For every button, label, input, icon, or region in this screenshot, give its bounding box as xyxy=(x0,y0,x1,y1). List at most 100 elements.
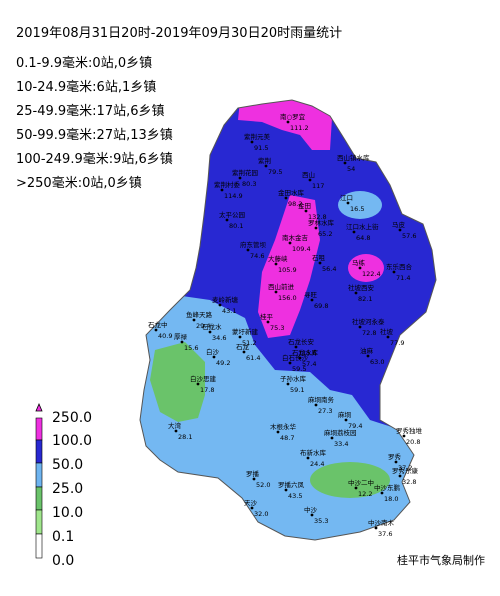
station-name: 桂平 xyxy=(260,312,274,321)
legend-label-250: 250.0 xyxy=(52,410,93,426)
station-value: 63.0 xyxy=(370,358,384,366)
station-value: 32.8 xyxy=(402,478,416,486)
station-dot xyxy=(358,325,362,329)
legend-band-0 xyxy=(35,533,43,559)
station-dot xyxy=(196,382,200,386)
station-dot xyxy=(306,456,310,460)
station-dot xyxy=(352,230,356,234)
station-value: 80.3 xyxy=(242,180,256,188)
station-value: 43.5 xyxy=(288,492,302,500)
station-value: 98.2 xyxy=(288,200,302,208)
station-dot xyxy=(310,513,314,517)
station-marker: 社坡 77.9 xyxy=(380,327,404,347)
station-dot xyxy=(266,320,270,324)
station-name: 社坡河永泰 xyxy=(352,317,385,326)
station-marker: 府东管坝 74.6 xyxy=(240,240,267,260)
station-value: 80.1 xyxy=(229,222,243,230)
station-value: 115.6 xyxy=(298,349,317,357)
station-name: 金田 xyxy=(298,201,311,210)
station-value: 105.9 xyxy=(278,266,297,274)
station-marker: 罗秀乐康 32.8 xyxy=(392,466,419,486)
station-dot xyxy=(218,303,222,307)
station-marker: 木根永华 48.7 xyxy=(270,422,297,442)
station-dot xyxy=(366,354,370,358)
station-dot xyxy=(294,345,298,349)
station-marker: 太平公园 80.1 xyxy=(219,210,245,230)
station-value: 33.4 xyxy=(334,440,348,448)
station-name: 石龙 xyxy=(236,342,250,351)
station-value: 117 xyxy=(312,182,324,190)
station-marker: 社坡河永泰 72.8 xyxy=(352,317,385,337)
station-dot xyxy=(220,188,224,192)
station-dot xyxy=(380,491,384,495)
station-marker: 紫荆元美 91.5 xyxy=(244,132,271,152)
station-marker: 麻垌 79.4 xyxy=(338,410,362,430)
station-marker: 白石长沙 59.5 xyxy=(282,353,309,373)
station-name: 马皮 xyxy=(392,220,406,229)
station-dot xyxy=(288,361,292,365)
station-dot xyxy=(208,330,212,334)
station-name: 白沙 xyxy=(206,347,220,356)
station-dot xyxy=(398,228,402,232)
station-dot xyxy=(250,140,254,144)
station-name: 油麻 xyxy=(360,346,374,355)
station-name: 马练 xyxy=(352,258,366,267)
rain-fields xyxy=(140,100,436,540)
station-dot xyxy=(250,506,254,510)
station-value: 69.8 xyxy=(314,302,328,310)
station-marker: 紫荆 79.5 xyxy=(258,156,282,176)
station-dot xyxy=(354,486,358,490)
legend-bar xyxy=(35,402,43,559)
station-dot xyxy=(402,434,406,438)
field-10-25-zhongsha xyxy=(310,462,390,498)
station-value: 79.4 xyxy=(348,422,362,430)
station-name: 江口 xyxy=(340,194,353,202)
station-marker: 西山前进 156.0 xyxy=(268,282,297,302)
station-dot xyxy=(284,488,288,492)
station-value: 71.4 xyxy=(396,274,410,282)
station-name: 紫荆花园 xyxy=(232,168,258,177)
station-name: 江口水上街 xyxy=(346,222,379,231)
station-marker: 石龙中 40.9 xyxy=(148,320,172,340)
station-dot xyxy=(392,270,396,274)
station-value: 37.6 xyxy=(378,530,392,538)
station-value: 12.2 xyxy=(358,490,372,498)
station-value: 16.5 xyxy=(350,205,364,213)
station-marker: 石龙长安 115.6 xyxy=(288,337,317,357)
station-name: 社坡西安 xyxy=(348,283,375,292)
map-credit: 桂平市气象局制作 xyxy=(397,554,485,567)
station-name: 紫荆村委 xyxy=(214,180,241,189)
station-dot xyxy=(225,218,229,222)
station-value: 34.6 xyxy=(212,334,226,342)
station-dot xyxy=(298,356,302,360)
station-marker: 罗播 52.0 xyxy=(246,469,270,489)
station-dot xyxy=(286,382,290,386)
station-marker: 罗林水库 65.2 xyxy=(308,218,335,238)
station-marker: 麻垌荔枝园 33.4 xyxy=(324,428,357,448)
station-name: 麻垌荔枝园 xyxy=(324,428,357,437)
station-marker: 桂平 75.3 xyxy=(260,312,284,332)
station-name: 中沙二中 xyxy=(348,478,374,487)
station-dot xyxy=(346,201,350,205)
station-marker: 罗秀独堆 20.8 xyxy=(396,426,423,446)
station-dot xyxy=(274,290,278,294)
station-dot xyxy=(212,355,216,359)
station-dot xyxy=(238,176,242,180)
station-name: 府东管坝 xyxy=(240,240,267,249)
station-name: 白石长沙 xyxy=(282,353,309,362)
station-dot xyxy=(314,226,318,230)
station-dot xyxy=(374,526,378,530)
station-value: 57.6 xyxy=(402,232,416,240)
station-marker: 金田水库 98.2 xyxy=(278,188,305,208)
station-value: 114.9 xyxy=(224,192,243,200)
station-name: 罗秀乐康 xyxy=(392,466,419,475)
station-dot xyxy=(314,403,318,407)
station-marker: 江口水上街 64.8 xyxy=(346,222,379,242)
station-dot xyxy=(344,418,348,422)
station-marker: 社坡西安 82.1 xyxy=(348,283,375,303)
station-marker: 蒙圩新建 51.2 xyxy=(232,327,259,347)
stat-line-6: >250毫米:0站,0乡镇 xyxy=(16,176,142,191)
legend-label-10: 10.0 xyxy=(52,505,84,521)
station-value: 24.4 xyxy=(310,460,324,468)
